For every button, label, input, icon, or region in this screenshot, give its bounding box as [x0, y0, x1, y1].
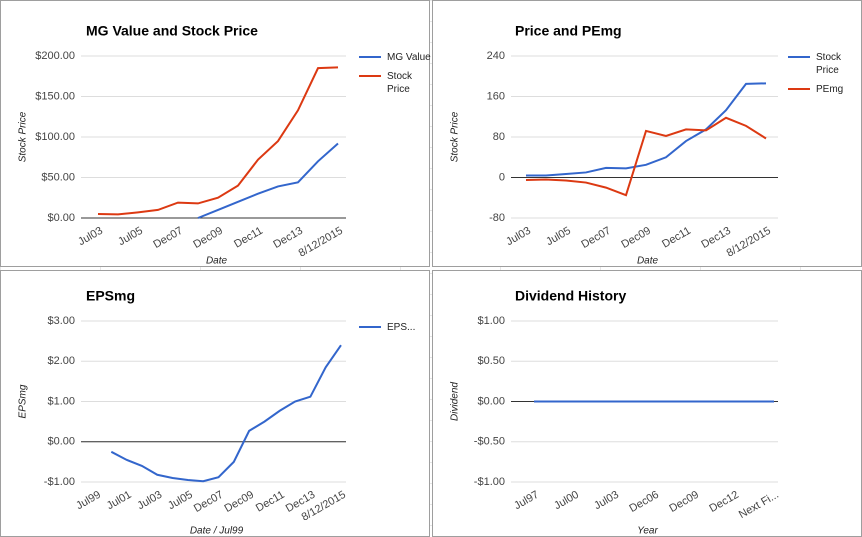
y-tick-label: 0: [499, 171, 505, 183]
y-tick-label: -$1.00: [474, 476, 505, 488]
y-axis-label: Dividend: [450, 382, 461, 421]
y-tick-label: $200.00: [35, 50, 75, 62]
x-tick-label: Dec11: [660, 225, 693, 251]
chart-title: Dividend History: [515, 288, 626, 304]
y-tick-label: $0.50: [477, 355, 505, 367]
x-tick-label: 8/12/2015: [725, 225, 773, 260]
chart-title: EPSmg: [86, 288, 135, 304]
legend: EPS...: [359, 321, 431, 334]
legend-entry: EPS...: [359, 321, 431, 334]
y-tick-label: $1.00: [47, 395, 75, 407]
chart-title: MG Value and Stock Price: [86, 23, 258, 39]
legend-swatch: [788, 56, 810, 58]
x-tick-label: Jul05: [116, 225, 145, 249]
legend-label: MG Value: [387, 52, 431, 63]
x-tick-label: Dec07: [151, 225, 185, 251]
x-tick-label: Dec09: [667, 489, 701, 515]
x-axis-label: Date / Jul99: [190, 526, 244, 536]
chart-panel: Dividend History -$1.00 -$0.50 $0.00 $0.50 $1…: [432, 270, 862, 537]
y-tick-label: 240: [487, 50, 505, 62]
legend-entry: MG Value: [359, 51, 431, 64]
series-line: [110, 344, 342, 483]
chart-panel: EPSmg -$1.00 $0.00 $1.00 $2.00 $3.00 Jul99 Jul0…: [0, 270, 430, 537]
y-tick-label: $2.00: [47, 355, 75, 367]
x-tick-label: Next Fi...: [737, 489, 781, 521]
chart-panel: Price and PEmg -80 0 80 160 240 Jul03 Jul05 Dec0…: [432, 0, 862, 267]
chart-title: Price and PEmg: [515, 23, 622, 39]
y-tick-label: $3.00: [47, 315, 75, 327]
legend-label: Stock Price: [387, 71, 413, 95]
y-axis-label: Stock Price: [18, 111, 29, 162]
legend-entry: Stock Price: [788, 51, 860, 77]
y-tick-label: $150.00: [35, 90, 75, 102]
legend-label: EPS...: [387, 322, 416, 333]
series-line: [526, 82, 767, 177]
x-tick-label: Jul01: [105, 489, 134, 513]
x-tick-label: Dec07: [579, 225, 613, 251]
x-tick-label: Dec09: [223, 489, 257, 515]
x-axis-label: Date: [637, 256, 659, 266]
x-tick-label: Jul03: [504, 225, 533, 249]
legend: MG Value Stock Price: [359, 51, 431, 96]
legend-label: Stock Price: [816, 52, 842, 76]
y-tick-label: $100.00: [35, 131, 75, 143]
chart: Dividend History -$1.00 -$0.50 $0.00 $0.50 $1…: [450, 288, 781, 536]
x-axis-label: Year: [637, 526, 658, 536]
chart: MG Value and Stock Price $0.00 $50.00 $100.…: [18, 23, 346, 266]
x-tick-label: Jul99: [74, 489, 103, 513]
legend-swatch: [359, 56, 381, 58]
legend-swatch: [788, 88, 810, 90]
y-tick-label: -80: [489, 212, 505, 224]
y-tick-label: $0.00: [477, 395, 505, 407]
y-tick-label: $0.00: [47, 212, 75, 224]
series-line: [197, 142, 339, 219]
x-tick-label: Dec06: [627, 489, 661, 515]
series-line: [525, 116, 767, 197]
x-tick-label: Dec09: [619, 225, 653, 251]
x-tick-label: Jul05: [166, 489, 195, 513]
y-tick-label: -$0.50: [474, 436, 505, 448]
y-tick-label: -$1.00: [44, 476, 75, 488]
y-axis-label: Stock Price: [450, 111, 461, 162]
x-tick-label: Jul00: [552, 489, 581, 513]
x-tick-label: Dec11: [232, 225, 265, 251]
legend: Stock Price PEmg: [788, 51, 860, 96]
x-tick-label: Jul03: [76, 225, 105, 249]
y-tick-label: $50.00: [41, 171, 75, 183]
y-tick-label: 80: [493, 131, 505, 143]
y-axis-label: EPSmg: [18, 384, 29, 418]
y-tick-label: 160: [487, 90, 505, 102]
legend-entry: PEmg: [788, 83, 860, 96]
x-tick-label: Jul03: [135, 489, 164, 513]
chart-panel: MG Value and Stock Price $0.00 $50.00 $100.…: [0, 0, 431, 267]
y-tick-label: $1.00: [477, 315, 505, 327]
x-axis-label: Date: [206, 256, 228, 266]
x-tick-label: 8/12/2015: [297, 225, 345, 260]
x-tick-label: Dec11: [254, 489, 287, 515]
x-tick-label: Jul03: [592, 489, 621, 513]
series-line: [97, 66, 339, 216]
legend-swatch: [359, 326, 381, 328]
y-tick-label: $0.00: [47, 436, 75, 448]
x-tick-label: Jul05: [544, 225, 573, 249]
legend-swatch: [359, 75, 381, 77]
x-tick-label: Dec09: [191, 225, 225, 251]
legend-entry: Stock Price: [359, 70, 431, 96]
legend-label: PEmg: [816, 84, 844, 95]
x-tick-label: Dec07: [192, 489, 226, 515]
x-tick-label: Jul97: [512, 489, 541, 513]
